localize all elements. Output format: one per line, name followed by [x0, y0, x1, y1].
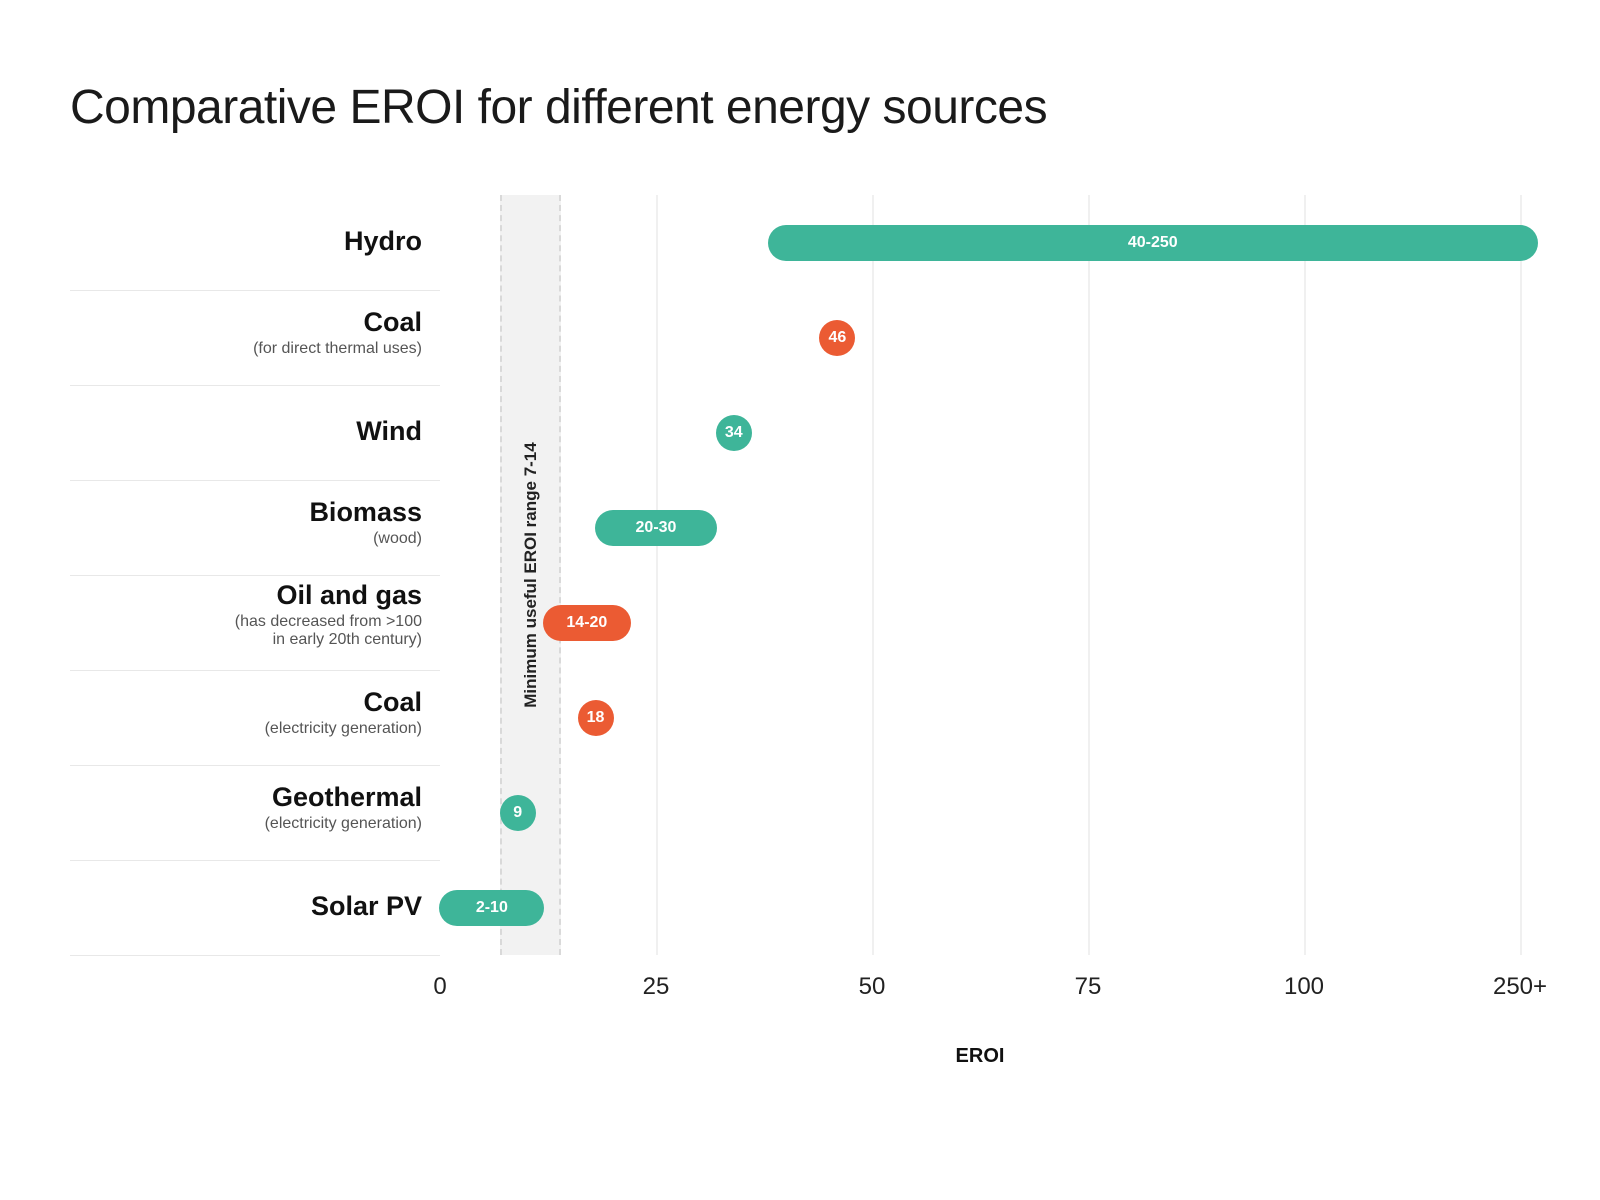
- row-label-sub: (for direct thermal uses): [253, 340, 422, 358]
- row-label-main: Geothermal: [272, 783, 422, 811]
- row-divider: [70, 955, 440, 956]
- x-tick-label: 25: [643, 973, 670, 1001]
- x-tick-label: 0: [433, 973, 446, 1001]
- row-label: Biomass (wood): [70, 480, 440, 575]
- x-tick-label: 75: [1075, 973, 1102, 1001]
- eroi-chart: Minimum useful EROI range 7-14 40-250463…: [70, 195, 1530, 1075]
- page: Comparative EROI for different energy so…: [0, 0, 1600, 1200]
- row-label-sub: (has decreased from >100 in early 20th c…: [235, 613, 422, 650]
- row-label-main: Wind: [356, 417, 422, 445]
- row-label: Hydro: [70, 195, 440, 290]
- row-label: Geothermal (electricity generation): [70, 765, 440, 860]
- x-tick-label: 100: [1284, 973, 1324, 1001]
- gridline: [1520, 195, 1522, 955]
- row-label-main: Biomass: [309, 498, 422, 526]
- x-axis: 0255075100250+: [440, 955, 1520, 1025]
- x-axis-title: EROI: [440, 1045, 1520, 1068]
- row-label-main: Hydro: [344, 227, 422, 255]
- row-label-sub: (wood): [373, 530, 422, 548]
- row-labels: Hydro Coal (for direct thermal uses) Wind Bi…: [70, 195, 1520, 955]
- x-tick-label: 250+: [1493, 973, 1547, 1001]
- row-label-sub: (electricity generation): [265, 815, 422, 833]
- row-label-sub: (electricity generation): [265, 720, 422, 738]
- row-label-main: Solar PV: [311, 892, 422, 920]
- page-title: Comparative EROI for different energy so…: [70, 80, 1530, 135]
- x-tick-label: 50: [859, 973, 886, 1001]
- row-label-main: Coal: [363, 688, 422, 716]
- row-label-main: Oil and gas: [276, 581, 422, 609]
- row-label: Oil and gas (has decreased from >100 in e…: [70, 575, 440, 670]
- row-label: Coal (electricity generation): [70, 670, 440, 765]
- row-label: Solar PV: [70, 860, 440, 955]
- row-label: Coal (for direct thermal uses): [70, 290, 440, 385]
- row-label: Wind: [70, 385, 440, 480]
- row-label-main: Coal: [363, 308, 422, 336]
